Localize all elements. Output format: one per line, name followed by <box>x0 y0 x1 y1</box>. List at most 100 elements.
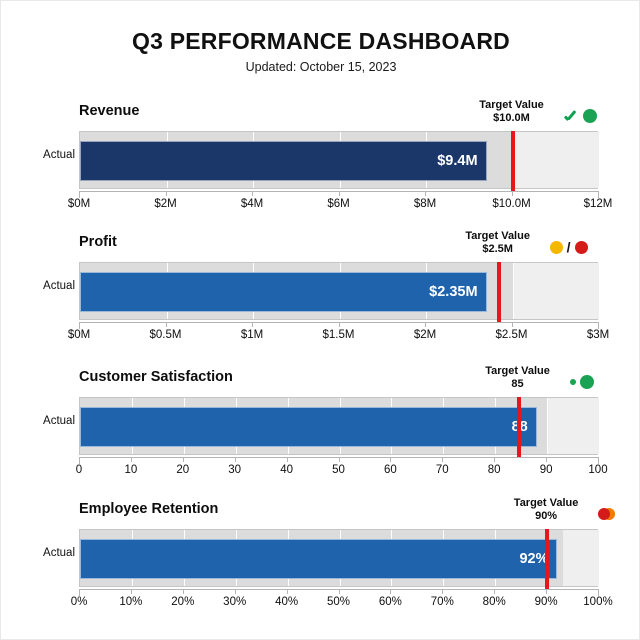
axis-tick-label: 90 <box>539 464 553 476</box>
axis-tick <box>390 589 392 594</box>
axis-tick <box>338 191 340 196</box>
bullet-panel: Revenue Target Value $10.0M Actual $9.4M $0M $… <box>1 99 640 219</box>
target-value-number: $2.5M <box>482 243 513 255</box>
status-indicator-group: / <box>549 238 588 256</box>
axis-tick-label: $2.5M <box>495 329 528 341</box>
axis-tick <box>442 589 444 594</box>
overlapping-circles-icon <box>598 506 616 522</box>
measure-bar[interactable]: 92% <box>80 539 558 579</box>
axis-tick <box>511 322 513 327</box>
status-indicator-group <box>564 107 597 125</box>
circle-icon <box>569 379 576 385</box>
axis-tick-label: 100 <box>588 464 608 476</box>
axis-tick-label: 20% <box>171 596 195 608</box>
x-axis: $0M $0.5M $1M $1.5M $2M $2.5M $3M <box>68 322 609 348</box>
axis-tick <box>130 457 132 462</box>
axis-tick-label: $12M <box>583 198 613 210</box>
axis-tick-label: $2M <box>413 329 437 341</box>
axis-tick <box>79 589 80 596</box>
circle-icon <box>574 240 588 254</box>
axis-tick-label: $2M <box>154 198 177 210</box>
axis-tick-label: 60% <box>378 596 402 608</box>
category-label: Actual <box>43 415 75 427</box>
bullet-panel: Customer Satisfaction Target Value 85 Actua… <box>1 365 640 485</box>
axis-tick-label: 70% <box>430 596 454 608</box>
axis-tick <box>598 589 599 596</box>
measure-bar[interactable]: $2.35M <box>80 272 487 312</box>
target-value-number: 90% <box>535 510 558 522</box>
axis-tick <box>338 589 340 594</box>
axis-tick <box>598 457 599 464</box>
page-title: Q3 PERFORMANCE DASHBOARD <box>132 28 510 54</box>
bullet-plot-area: $2.35M <box>79 262 599 323</box>
check-icon <box>564 109 579 124</box>
gridline <box>547 398 549 454</box>
axis-tick <box>252 191 253 196</box>
axis-tick-label: 40% <box>275 596 299 608</box>
panel-title: Employee Retention <box>79 501 219 517</box>
axis-tick <box>598 191 599 198</box>
measure-value-label: $9.4M <box>437 153 478 169</box>
axis-tick <box>130 589 132 594</box>
target-value-label: Target Value <box>485 365 550 377</box>
axis-tick-label: $3M <box>586 329 610 341</box>
target-value-caption: Target Value $2.5M <box>465 230 530 256</box>
measure-value-label: 88 <box>512 419 536 435</box>
axis-tick <box>511 191 513 196</box>
measure-bar[interactable]: 88 <box>80 407 537 447</box>
slash-separator: / <box>566 239 571 255</box>
axis-tick <box>546 457 548 462</box>
target-value-number: $10.0M <box>493 112 530 124</box>
axis-tick-label: 20 <box>176 464 190 476</box>
axis-tick-label: $6M <box>327 198 350 210</box>
axis-tick <box>338 457 340 462</box>
qualitative-band <box>562 530 599 586</box>
bullet-panel: Profit Target Value $2.5M / Actual $2.35M $0M $… <box>1 230 640 350</box>
axis-tick <box>286 457 288 462</box>
axis-tick-label: $0M <box>67 329 91 341</box>
target-value-caption: Target Value 90% <box>514 497 579 523</box>
axis-tick-label: 0 <box>75 464 83 476</box>
axis-tick-label: 70 <box>435 464 449 476</box>
axis-tick <box>494 457 496 462</box>
axis-tick <box>425 191 426 196</box>
bullet-panel: Employee Retention Target Value 90% Actual 9… <box>1 497 640 617</box>
axis-tick-label: $0.5M <box>149 329 182 341</box>
axis-tick <box>79 322 80 329</box>
circle-icon <box>582 109 597 123</box>
category-label: Actual <box>43 280 75 292</box>
axis-tick-label: 0% <box>70 596 88 608</box>
axis-tick-label: $1.5M <box>322 329 355 341</box>
axis-tick-label: 50% <box>326 596 351 608</box>
measure-value-label: 92% <box>519 551 549 567</box>
target-value-label: Target Value <box>479 99 544 111</box>
axis-tick-label: 100% <box>583 596 613 608</box>
axis-tick-label: $10.0M <box>492 198 531 210</box>
axis-tick <box>182 589 184 594</box>
circle-icon <box>549 240 563 254</box>
axis-tick-label: 80 <box>487 464 501 476</box>
axis-tick <box>494 589 496 594</box>
x-axis: $0M $2M $4M $6M $8M $10.0M $12M <box>68 191 612 217</box>
target-value-number: 85 <box>511 378 524 390</box>
axis-tick-label: 40 <box>280 464 293 476</box>
target-value-label: Target Value <box>465 230 530 242</box>
axis-tick <box>182 457 184 462</box>
axis-tick-label: 50 <box>332 464 345 476</box>
circle-icon <box>579 375 594 389</box>
axis-tick-label: 30% <box>223 596 247 608</box>
target-marker-line <box>496 262 501 323</box>
bullet-plot-area: $9.4M <box>79 131 599 192</box>
axis-tick <box>390 457 392 462</box>
target-marker-line <box>545 529 550 590</box>
axis-tick-label: 90% <box>534 596 558 608</box>
gridline <box>512 263 514 319</box>
axis-tick-label: 30 <box>228 464 242 476</box>
category-label: Actual <box>43 547 75 559</box>
axis-tick-label: 10 <box>124 464 138 476</box>
axis-tick <box>165 191 167 196</box>
axis-tick <box>79 457 80 464</box>
bullet-plot-area: 88 <box>79 397 599 458</box>
measure-bar[interactable]: $9.4M <box>80 141 487 181</box>
